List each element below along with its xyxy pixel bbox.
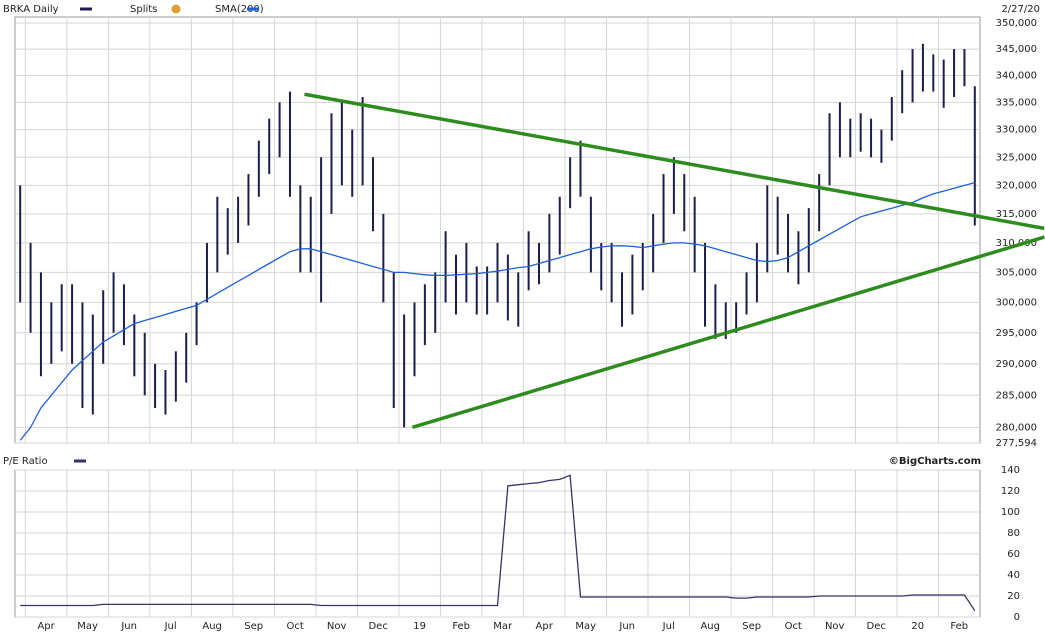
- legend-label: SMA(200): [215, 4, 264, 15]
- x-tick-label: Apr: [536, 621, 554, 632]
- x-tick-label: May: [575, 621, 596, 632]
- x-tick-label: Jul: [164, 621, 177, 632]
- price-panel: [14, 16, 981, 444]
- x-tick-label: Mar: [493, 621, 513, 632]
- x-tick-label: Dec: [867, 621, 886, 632]
- x-tick-label: Oct: [785, 621, 802, 632]
- y-tick-label: 350,000: [996, 18, 1037, 29]
- x-tick-label: Aug: [700, 621, 720, 632]
- y-tick-label: 100: [1001, 507, 1020, 518]
- x-tick-label: Jun: [618, 621, 635, 632]
- y-tick-label: 340,000: [996, 71, 1037, 82]
- x-tick-label: Feb: [452, 621, 470, 632]
- credit: ©BigCharts.com: [889, 456, 981, 467]
- y-tick-label: 290,000: [996, 359, 1037, 370]
- series-line: [20, 474, 976, 612]
- y-tick-label: 0: [1014, 612, 1020, 623]
- x-tick-label: Sep: [244, 621, 263, 632]
- trend-line: [411, 235, 1045, 430]
- y-tick-label: 60: [1007, 549, 1020, 560]
- y-tick-label: 120: [1001, 486, 1020, 497]
- x-tick-label: Aug: [202, 621, 222, 632]
- chart-title: BRKA Daily: [3, 4, 59, 15]
- y-tick-label: 315,000: [996, 209, 1037, 220]
- x-tick-label: Sep: [742, 621, 761, 632]
- x-tick-label: Nov: [327, 621, 347, 632]
- trend-line: [304, 92, 1045, 231]
- y-tick-label: 80: [1007, 528, 1020, 539]
- x-tick-label: Dec: [368, 621, 387, 632]
- date-label: 2/27/20: [1001, 4, 1040, 15]
- grid: [15, 17, 980, 618]
- x-tick-label: Jul: [662, 621, 675, 632]
- y-tick-label: 325,000: [996, 152, 1037, 163]
- legend-label: P/E Ratio: [3, 456, 48, 467]
- series-line: [19, 181, 975, 441]
- splits-label: Splits: [130, 4, 157, 15]
- y-tick-label: 330,000: [996, 125, 1037, 136]
- y-tick-label: 277,594: [996, 438, 1037, 449]
- x-tick-label: Apr: [37, 621, 55, 632]
- x-tick-label: May: [77, 621, 98, 632]
- y-tick-label: 280,000: [996, 422, 1037, 433]
- x-tick-label: 19: [413, 621, 426, 632]
- x-tick-label: Nov: [825, 621, 845, 632]
- y-tick-label: 305,000: [996, 267, 1037, 278]
- y-tick-label: 320,000: [996, 180, 1037, 191]
- x-tick-label: Feb: [950, 621, 968, 632]
- y-tick-label: 335,000: [996, 97, 1037, 108]
- y-tick-label: 345,000: [996, 44, 1037, 55]
- y-tick-label: 140: [1001, 465, 1020, 476]
- splits-icon: [171, 4, 181, 14]
- y-tick-label: 300,000: [996, 297, 1037, 308]
- y-tick-label: 295,000: [996, 328, 1037, 339]
- y-tick-label: 20: [1007, 591, 1020, 602]
- y-tick-label: 285,000: [996, 390, 1037, 401]
- x-tick-label: Oct: [287, 621, 304, 632]
- pe-panel: [14, 469, 981, 618]
- y-tick-label: 40: [1007, 570, 1020, 581]
- x-tick-label: Jun: [120, 621, 137, 632]
- y-tick-label: 310,000: [996, 238, 1037, 249]
- x-tick-label: 20: [911, 621, 924, 632]
